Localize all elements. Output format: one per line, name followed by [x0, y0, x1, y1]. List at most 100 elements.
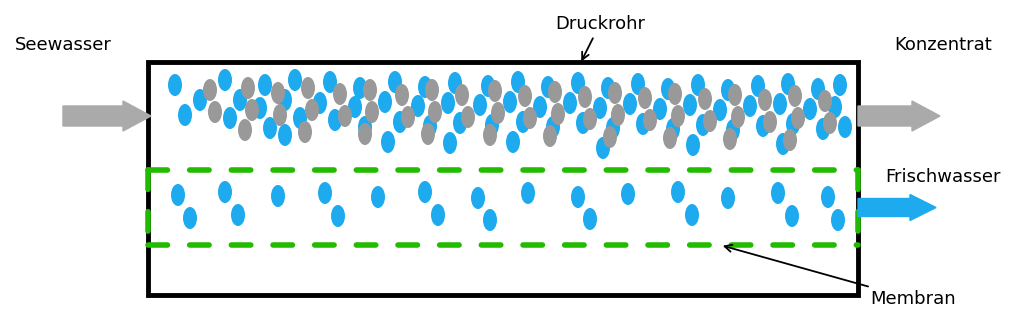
Ellipse shape [488, 80, 502, 102]
Ellipse shape [828, 96, 842, 118]
Ellipse shape [541, 76, 555, 98]
Ellipse shape [401, 106, 415, 128]
Ellipse shape [395, 84, 409, 106]
Ellipse shape [171, 184, 185, 206]
Ellipse shape [473, 94, 487, 116]
Ellipse shape [786, 113, 800, 135]
Ellipse shape [323, 71, 337, 93]
Ellipse shape [511, 71, 525, 93]
Ellipse shape [449, 72, 462, 94]
Text: Frischwasser: Frischwasser [886, 168, 1000, 185]
Ellipse shape [631, 73, 645, 95]
Ellipse shape [726, 119, 740, 141]
Ellipse shape [683, 94, 697, 116]
Ellipse shape [428, 101, 442, 123]
Ellipse shape [378, 91, 392, 113]
Ellipse shape [783, 129, 797, 151]
Bar [148, 62, 858, 295]
Ellipse shape [713, 99, 727, 121]
Ellipse shape [703, 110, 717, 132]
Ellipse shape [653, 98, 667, 120]
Ellipse shape [333, 83, 347, 105]
Ellipse shape [781, 73, 795, 95]
Ellipse shape [606, 117, 620, 139]
Ellipse shape [358, 123, 372, 145]
Ellipse shape [241, 77, 255, 99]
Ellipse shape [548, 81, 562, 103]
Ellipse shape [301, 77, 315, 99]
Ellipse shape [771, 182, 785, 204]
Ellipse shape [358, 116, 372, 138]
Ellipse shape [571, 72, 585, 94]
Ellipse shape [278, 124, 292, 146]
FancyArrow shape [858, 101, 940, 131]
Ellipse shape [823, 112, 837, 134]
Ellipse shape [353, 77, 367, 99]
Ellipse shape [818, 90, 831, 112]
Ellipse shape [763, 111, 777, 133]
Ellipse shape [381, 131, 395, 153]
Ellipse shape [328, 109, 342, 131]
Ellipse shape [425, 79, 439, 101]
Ellipse shape [811, 78, 825, 100]
Ellipse shape [483, 209, 497, 231]
Ellipse shape [223, 107, 237, 129]
Ellipse shape [271, 185, 285, 207]
Ellipse shape [271, 82, 285, 104]
Ellipse shape [534, 96, 547, 118]
Ellipse shape [393, 111, 407, 133]
Ellipse shape [593, 97, 607, 119]
Ellipse shape [258, 74, 272, 96]
Ellipse shape [338, 105, 352, 127]
Ellipse shape [691, 74, 705, 96]
Ellipse shape [685, 204, 699, 226]
Ellipse shape [471, 187, 485, 209]
Ellipse shape [696, 114, 710, 136]
Ellipse shape [423, 115, 437, 137]
Ellipse shape [455, 84, 469, 106]
Ellipse shape [666, 118, 680, 140]
Ellipse shape [318, 182, 332, 204]
Ellipse shape [751, 75, 765, 97]
Ellipse shape [238, 119, 252, 141]
Ellipse shape [551, 103, 565, 125]
Ellipse shape [583, 208, 597, 230]
Ellipse shape [611, 104, 625, 126]
Ellipse shape [461, 106, 475, 128]
FancyArrow shape [858, 194, 936, 221]
Ellipse shape [638, 87, 652, 109]
Ellipse shape [218, 69, 232, 91]
Ellipse shape [546, 116, 560, 138]
Ellipse shape [485, 114, 499, 136]
Ellipse shape [453, 112, 467, 134]
Ellipse shape [253, 97, 267, 119]
Ellipse shape [803, 98, 817, 120]
Ellipse shape [506, 131, 520, 153]
Ellipse shape [208, 101, 222, 123]
Ellipse shape [365, 101, 379, 123]
Ellipse shape [571, 186, 585, 208]
Ellipse shape [636, 113, 650, 135]
Ellipse shape [443, 132, 457, 154]
Ellipse shape [298, 121, 312, 143]
Ellipse shape [838, 116, 852, 138]
Ellipse shape [168, 74, 182, 96]
Ellipse shape [728, 84, 742, 106]
Text: Seewasser: Seewasser [14, 36, 112, 54]
Ellipse shape [481, 75, 495, 97]
Ellipse shape [601, 77, 615, 99]
Ellipse shape [731, 106, 745, 128]
Ellipse shape [421, 123, 435, 145]
Text: Membran: Membran [725, 245, 955, 308]
Ellipse shape [662, 78, 675, 100]
Ellipse shape [643, 109, 657, 131]
Ellipse shape [483, 124, 497, 146]
Ellipse shape [603, 126, 617, 148]
Ellipse shape [418, 76, 432, 98]
Ellipse shape [193, 89, 207, 111]
Text: Druckrohr: Druckrohr [555, 15, 645, 60]
Ellipse shape [348, 96, 362, 118]
Ellipse shape [521, 182, 535, 204]
Ellipse shape [671, 181, 685, 203]
Ellipse shape [278, 89, 292, 111]
